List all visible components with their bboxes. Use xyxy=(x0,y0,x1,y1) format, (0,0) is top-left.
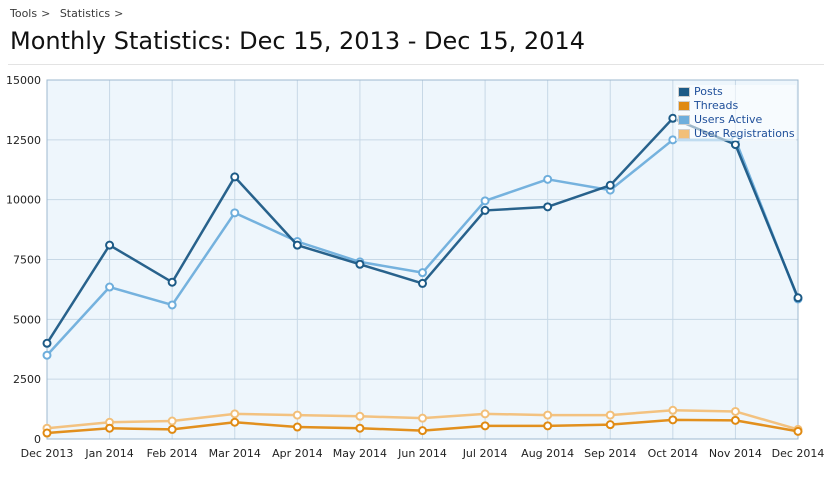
data-point-posts xyxy=(105,240,115,250)
legend-swatch xyxy=(678,101,690,111)
data-point-users-active xyxy=(418,268,427,278)
data-point-users-active xyxy=(167,300,177,310)
data-point-posts xyxy=(355,259,365,269)
data-point-threads xyxy=(42,428,52,438)
data-point-user-registrations xyxy=(605,410,615,420)
x-tick-label: Jan 2014 xyxy=(84,447,133,460)
data-point-posts xyxy=(793,293,803,303)
legend-label: User Registrations xyxy=(694,127,795,140)
data-point-threads xyxy=(730,415,740,425)
legend-swatch xyxy=(678,87,690,97)
data-point-posts xyxy=(42,338,52,348)
data-point-user-registrations xyxy=(668,405,678,415)
x-tick-label: Sep 2014 xyxy=(584,447,636,460)
data-point-posts xyxy=(730,140,740,150)
data-point-posts xyxy=(418,278,427,288)
data-point-posts xyxy=(167,277,177,287)
breadcrumb-separator: > xyxy=(41,7,51,20)
data-point-posts xyxy=(292,240,302,250)
data-point-threads xyxy=(793,426,803,436)
x-tick-label: Mar 2014 xyxy=(209,447,261,460)
line-chart: 0 2500 5000 7500 10000 12500 15000 Dec 2013 Jan … xyxy=(6,74,824,460)
legend-item-threads[interactable]: Threads xyxy=(676,99,796,113)
legend-item-user-registrations[interactable]: User Registrations xyxy=(676,127,796,141)
plot-border xyxy=(46,79,799,440)
y-tick-label: 5000 xyxy=(13,313,41,326)
data-point-user-registrations xyxy=(355,411,365,421)
data-point-posts xyxy=(543,202,553,212)
data-point-posts xyxy=(480,205,490,215)
x-tick-label: Jun 2014 xyxy=(397,447,447,460)
x-tick-label: Nov 2014 xyxy=(709,447,762,460)
data-point-threads xyxy=(418,426,427,436)
data-point-user-registrations xyxy=(730,406,740,416)
y-tick-label: 12500 xyxy=(6,134,41,147)
breadcrumb: Tools > Statistics > xyxy=(10,7,129,20)
data-point-user-registrations xyxy=(167,416,177,426)
data-point-user-registrations xyxy=(292,410,302,420)
data-point-users-active xyxy=(105,282,115,292)
x-tick-label: Jul 2014 xyxy=(462,447,508,460)
data-point-users-active xyxy=(230,208,240,218)
data-point-threads xyxy=(480,421,490,431)
x-tick-label: Dec 2013 xyxy=(21,447,74,460)
legend-label: Users Active xyxy=(694,113,763,126)
data-point-posts xyxy=(230,172,240,182)
chart-legend: Posts Threads Users Active User Registra… xyxy=(676,85,796,141)
x-tick-label: Aug 2014 xyxy=(521,447,574,460)
legend-item-posts[interactable]: Posts xyxy=(676,85,796,99)
legend-swatch xyxy=(678,115,690,125)
chart-container: 0 2500 5000 7500 10000 12500 15000 Dec 2013 Jan … xyxy=(0,66,824,473)
data-point-threads xyxy=(355,423,365,433)
data-point-users-active xyxy=(543,174,553,184)
x-tick-label: Apr 2014 xyxy=(272,447,323,460)
x-tick-label: Oct 2014 xyxy=(648,447,699,460)
legend-swatch xyxy=(678,129,690,139)
legend-item-users-active[interactable]: Users Active xyxy=(676,113,796,127)
breadcrumb-link-statistics[interactable]: Statistics xyxy=(59,7,111,20)
data-point-threads xyxy=(605,420,615,430)
data-point-threads xyxy=(230,417,240,427)
y-tick-label: 15000 xyxy=(6,74,41,87)
data-point-user-registrations xyxy=(230,409,240,419)
x-tick-label: Dec 2014 xyxy=(772,447,824,460)
breadcrumb-separator: > xyxy=(114,7,124,20)
legend-label: Threads xyxy=(694,99,739,112)
x-tick-label: Feb 2014 xyxy=(147,447,198,460)
data-point-user-registrations xyxy=(480,409,490,419)
data-point-threads xyxy=(292,422,302,432)
y-tick-label: 10000 xyxy=(6,194,41,207)
y-tick-label: 2500 xyxy=(13,373,41,386)
x-tick-label: May 2014 xyxy=(333,447,387,460)
data-point-user-registrations xyxy=(418,413,427,423)
title-divider xyxy=(8,64,824,65)
data-point-threads xyxy=(668,415,678,425)
data-point-user-registrations xyxy=(543,410,553,420)
data-point-threads xyxy=(167,424,177,434)
page-title: Monthly Statistics: Dec 15, 2013 - Dec 1… xyxy=(10,27,585,55)
legend-label: Posts xyxy=(694,85,723,98)
data-point-users-active xyxy=(480,196,490,206)
breadcrumb-link-tools[interactable]: Tools xyxy=(10,7,38,20)
data-point-threads xyxy=(105,423,115,433)
y-tick-label: 0 xyxy=(34,433,41,446)
data-point-users-active xyxy=(42,350,52,360)
y-tick-label: 7500 xyxy=(13,254,41,267)
data-point-posts xyxy=(605,180,615,190)
data-point-threads xyxy=(543,421,553,431)
